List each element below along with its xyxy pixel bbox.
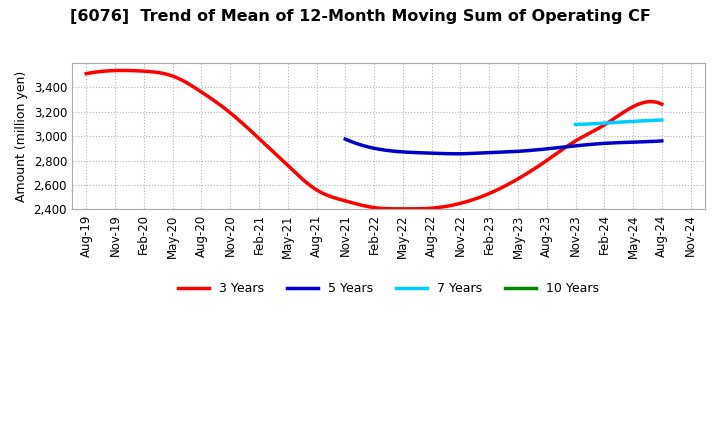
Y-axis label: Amount (million yen): Amount (million yen) bbox=[15, 70, 28, 202]
Text: [6076]  Trend of Mean of 12-Month Moving Sum of Operating CF: [6076] Trend of Mean of 12-Month Moving … bbox=[70, 9, 650, 24]
Legend: 3 Years, 5 Years, 7 Years, 10 Years: 3 Years, 5 Years, 7 Years, 10 Years bbox=[173, 277, 604, 301]
